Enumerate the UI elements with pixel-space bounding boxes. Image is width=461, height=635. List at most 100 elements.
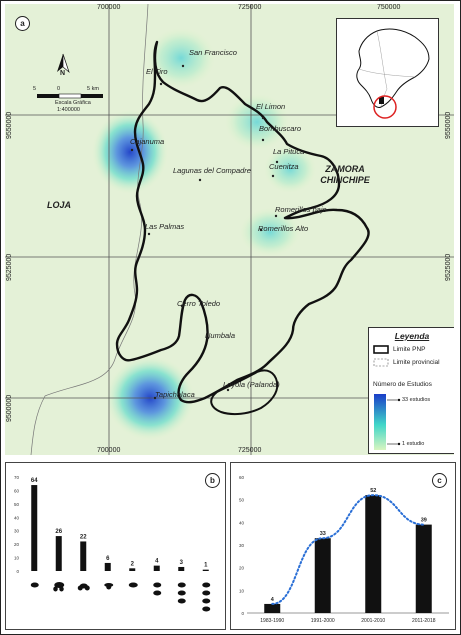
chart-b-reptiles-icon — [104, 583, 114, 590]
chart-c-y-tick: 10 — [239, 588, 245, 593]
chart-c-y-tick: 0 — [241, 611, 244, 616]
y-tick-9550000-left: 9550000 — [6, 111, 13, 139]
legend-item-provincial: Limite provincial — [393, 359, 440, 366]
chart-c-trend-line — [271, 494, 425, 605]
chart-c-bar — [264, 603, 281, 613]
chart-c-data-label: 39 — [421, 518, 427, 524]
chart-c-svg: 0 10 20 30 40 50 60 4 1983-1990 33 1991-2000 52 2001… — [239, 475, 449, 624]
chart-b-y-tick: 50 — [14, 502, 20, 507]
chart-b-bar — [202, 569, 209, 571]
place-cuenitza: Cuenitza — [269, 162, 299, 171]
chart-b-y-tick: 60 — [14, 488, 20, 493]
place-loyola: Loyola (Palanda) — [223, 380, 280, 389]
chart-b-data-label: 6 — [106, 556, 110, 562]
scale-tick-left: 5 — [33, 86, 37, 92]
chart-b-bar — [178, 566, 185, 571]
inset-highlight-circle — [373, 95, 397, 119]
place-la-pituca: La Pituca — [273, 147, 305, 156]
legend-provincial-swatch — [373, 358, 389, 367]
chart-b-bar — [104, 562, 111, 571]
place-san-francisco: San Francisco — [189, 48, 237, 57]
chart-c-y-tick: 60 — [239, 475, 245, 480]
chart-b-mammals-icon — [53, 582, 65, 592]
chart-b-bar — [55, 536, 62, 571]
legend-gradient-min: 1 estudio — [402, 441, 425, 447]
chart-c-y-tick: 40 — [239, 520, 245, 525]
scale-title: Escala Gráfica — [55, 100, 91, 106]
place-las-palmas: Las Palmas — [145, 222, 185, 231]
study-area-map: 700000 725000 750000 700000 725000 95500… — [5, 4, 454, 455]
place-bombuscaro: Bombuscaro — [259, 124, 302, 133]
hotspot-cajanuma — [92, 110, 168, 194]
y-tick-9525000-right: 9525000 — [445, 253, 452, 281]
place-markers — [130, 64, 279, 400]
x-tick-725000-bottom: 725000 — [238, 447, 262, 454]
chart-c-category-label: 2011-2018 — [412, 618, 436, 624]
place-lagunas: Lagunas del Compadre — [173, 166, 251, 175]
chart-c-y-tick: 30 — [239, 543, 245, 548]
y-tick-9525000-left: 9525000 — [6, 253, 13, 281]
place-numbala: Numbala — [205, 331, 236, 340]
chart-b-mammals-birds-amphibians-reptiles-icon — [202, 582, 211, 612]
chart-c-y-tick: 50 — [239, 498, 245, 503]
x-tick-725000-top: 725000 — [238, 4, 262, 11]
place-tapichalaca: Tapichalaca — [155, 390, 195, 399]
chart-c-y-tick: 20 — [239, 566, 245, 571]
chart-b-svg: 0 10 20 30 40 50 60 70 64 26 22 6 2 4 3 1 — [14, 475, 211, 612]
chart-b-data-label: 2 — [131, 561, 135, 567]
chart-b-amphibians-icon — [77, 583, 90, 591]
chart-b-bar — [31, 485, 38, 571]
place-el-limon: El Limon — [256, 102, 286, 111]
legend-item-park: Limite PNP — [393, 346, 426, 353]
chart-b-data-label: 22 — [80, 534, 87, 540]
y-tick-9500000-left: 9500000 — [6, 394, 13, 422]
north-arrow-icon — [57, 53, 70, 74]
chart-c-category-label: 1983-1990 — [260, 618, 284, 624]
chart-c-category-label: 2001-2010 — [361, 618, 385, 624]
place-romerillos-bajo: Romerillos bajo — [275, 205, 327, 214]
region-zamora: ZAMORA CHINCHIPE — [320, 164, 370, 185]
legend-gradient-bar — [374, 394, 386, 450]
chart-b-data-label: 1 — [204, 563, 208, 569]
x-tick-750000-top: 750000 — [377, 4, 401, 11]
y-tick-9550000-right: 9550000 — [445, 111, 452, 139]
hotspot-san-francisco — [147, 28, 215, 88]
provincial-boundary — [30, 4, 149, 455]
scale-tick-right: 5 km — [87, 86, 99, 92]
scale-tick-mid: 0 — [57, 86, 61, 92]
legend-gradient-title: Número de Estudios — [373, 381, 432, 388]
chart-b-y-tick: 40 — [14, 515, 20, 520]
chart-b-data-label: 3 — [180, 560, 184, 566]
chart-b-birds-amphibians-reptiles-icon — [177, 582, 186, 604]
map-layers — [5, 4, 454, 455]
place-cerro-toledo: Cerro Toledo — [177, 299, 221, 308]
chart-c-data-label: 33 — [320, 531, 326, 537]
scale-ratio: 1:400000 — [57, 107, 80, 113]
panel-label-c: c — [432, 473, 447, 488]
hotspot-la-pituca — [264, 145, 316, 193]
park-boundary — [115, 40, 370, 404]
ecuador-outline — [356, 28, 430, 108]
hotspot-romerillos-alto — [240, 208, 300, 256]
chart-b-y-tick: 0 — [16, 569, 19, 574]
chart-b-birds-icon — [30, 582, 39, 588]
hotspot-bombuscaro — [225, 94, 289, 150]
chart-b-y-tick: 20 — [14, 542, 20, 547]
chart-b-bar — [80, 541, 87, 571]
panel-b-studies-by-taxon: b 0 10 20 30 40 50 60 70 64 26 22 6 2 4 3 1 — [5, 462, 226, 630]
chart-b-data-label: 4 — [155, 559, 159, 565]
chart-b-fish-icon — [128, 582, 138, 588]
map-grid — [5, 4, 454, 455]
chart-b-y-tick: 10 — [14, 556, 20, 561]
chart-b-y-tick: 70 — [14, 475, 20, 480]
map-legend: Leyenda Limite PNP Limite provincial Núm… — [368, 327, 454, 454]
legend-park-swatch — [373, 345, 389, 354]
panel-label-a: a — [15, 16, 30, 31]
chart-c-data-label: 4 — [271, 597, 275, 603]
north-label: N — [60, 70, 66, 77]
ecuador-inset-map — [336, 18, 439, 127]
chart-b-data-label: 64 — [31, 478, 38, 484]
chart-c-bar — [365, 495, 382, 613]
chart-b-y-tick: 30 — [14, 529, 20, 534]
chart-c-bar — [314, 538, 331, 613]
